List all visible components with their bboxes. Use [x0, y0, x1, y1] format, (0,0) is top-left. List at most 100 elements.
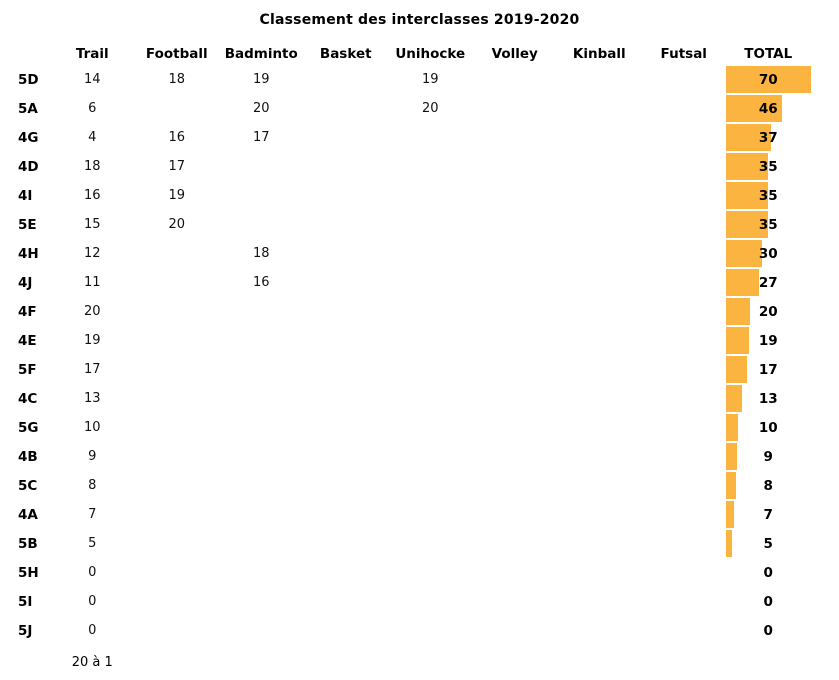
score-cell-4a-volley [473, 500, 558, 529]
score-cell-5b-trail: 5 [88, 536, 97, 551]
total-data-bar [726, 66, 811, 93]
total-cell-5i: 0 [726, 587, 811, 616]
score-cell-4g-basket [304, 123, 389, 152]
total-value: 37 [758, 129, 778, 146]
total-value: 9 [763, 448, 773, 465]
total-cell-4d: 35 [726, 152, 811, 181]
score-cell-4h-badminto: 18 [252, 246, 270, 261]
score-cell-4g-badminto: 17 [252, 130, 270, 145]
total-cell-4h: 30 [726, 239, 811, 268]
score-cell-5f-volley [473, 355, 558, 384]
scale-note: 20 à 1 [71, 654, 113, 670]
score-cell-5f-kinball [557, 355, 642, 384]
score-cell-5b-football [135, 529, 220, 558]
score-cell-5b-futsal [642, 529, 727, 558]
score-cell-5d-trail: 14 [83, 72, 101, 87]
column-header-total: TOTAL [744, 45, 793, 62]
score-cell-5c-basket [304, 471, 389, 500]
score-cell-5h-unihocke [388, 558, 473, 587]
score-cell-5a-badminto: 20 [252, 101, 270, 116]
score-cell-4j-volley [473, 268, 558, 297]
score-cell-4j-kinball [557, 268, 642, 297]
column-header-volley: Volley [491, 45, 538, 62]
score-cell-5g-trail: 10 [83, 420, 101, 435]
score-cell-4g-futsal [642, 123, 727, 152]
row-label-4g: 4G [18, 129, 39, 146]
score-cell-4f-badminto [219, 297, 304, 326]
score-cell-4b-football [135, 442, 220, 471]
row-label-5h: 5H [18, 564, 39, 581]
row-label-4f: 4F [18, 303, 37, 320]
score-cell-4g-unihocke [388, 123, 473, 152]
score-cell-4j-unihocke [388, 268, 473, 297]
row-label-4e: 4E [18, 332, 37, 349]
score-cell-5h-football [135, 558, 220, 587]
total-cell-4i: 35 [726, 181, 811, 210]
score-cell-5j-badminto [219, 616, 304, 645]
total-data-bar [726, 443, 737, 470]
score-cell-5a-unihocke: 20 [421, 101, 439, 116]
total-value: 17 [758, 361, 778, 378]
score-cell-4i-football: 19 [168, 188, 186, 203]
score-cell-4c-badminto [219, 384, 304, 413]
row-label-5b: 5B [18, 535, 38, 552]
total-value: 27 [758, 274, 778, 291]
score-cell-5c-trail: 8 [88, 478, 97, 493]
page-title: Classement des interclasses 2019-2020 [259, 12, 580, 28]
total-data-bar [726, 211, 769, 238]
score-cell-5j-basket [304, 616, 389, 645]
score-cell-5f-basket [304, 355, 389, 384]
score-cell-4h-basket [304, 239, 389, 268]
score-cell-5i-badminto [219, 587, 304, 616]
column-header-trail: Trail [75, 45, 109, 62]
score-cell-4f-volley [473, 297, 558, 326]
score-cell-5f-badminto [219, 355, 304, 384]
score-cell-5i-unihocke [388, 587, 473, 616]
total-cell-5h: 0 [726, 558, 811, 587]
total-data-bar [726, 182, 769, 209]
score-cell-4g-football: 16 [168, 130, 186, 145]
total-data-bar [726, 501, 735, 528]
score-cell-4a-badminto [219, 500, 304, 529]
score-cell-4a-kinball [557, 500, 642, 529]
total-cell-5f: 17 [726, 355, 811, 384]
row-label-4h: 4H [18, 245, 39, 262]
score-cell-4d-unihocke [388, 152, 473, 181]
score-cell-5b-volley [473, 529, 558, 558]
column-header-basket: Basket [319, 45, 372, 62]
total-data-bar [726, 124, 771, 151]
score-cell-5c-badminto [219, 471, 304, 500]
score-cell-4f-basket [304, 297, 389, 326]
score-cell-4d-basket [304, 152, 389, 181]
total-value: 7 [763, 506, 773, 523]
score-cell-5a-football [135, 94, 220, 123]
score-cell-5f-football [135, 355, 220, 384]
score-cell-4c-trail: 13 [83, 391, 101, 406]
header-spacer [16, 42, 50, 65]
score-cell-5e-trail: 15 [83, 217, 101, 232]
total-value: 5 [763, 535, 773, 552]
total-value: 35 [758, 187, 778, 204]
score-cell-4a-unihocke [388, 500, 473, 529]
score-cell-4b-basket [304, 442, 389, 471]
score-cell-5i-futsal [642, 587, 727, 616]
score-cell-5j-volley [473, 616, 558, 645]
row-label-5a: 5A [18, 100, 38, 117]
score-cell-5b-badminto [219, 529, 304, 558]
score-cell-5g-badminto [219, 413, 304, 442]
score-cell-5h-trail: 0 [88, 565, 97, 580]
score-cell-4f-football [135, 297, 220, 326]
score-cell-5e-football: 20 [168, 217, 186, 232]
row-label-5e: 5E [18, 216, 37, 233]
row-label-5j: 5J [18, 622, 33, 639]
total-value: 35 [758, 216, 778, 233]
score-cell-5j-unihocke [388, 616, 473, 645]
score-cell-4d-badminto [219, 152, 304, 181]
total-data-bar [726, 298, 751, 325]
total-cell-4b: 9 [726, 442, 811, 471]
total-data-bar [726, 530, 733, 557]
score-cell-4f-unihocke [388, 297, 473, 326]
score-cell-4i-futsal [642, 181, 727, 210]
score-cell-4f-trail: 20 [83, 304, 101, 319]
score-cell-4d-kinball [557, 152, 642, 181]
